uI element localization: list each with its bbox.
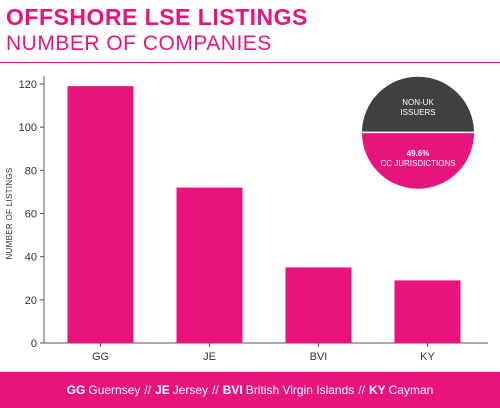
pie-label-cc-jurisdictions: CC JURISDICTIONS: [380, 159, 455, 168]
footer-separator: //: [212, 383, 219, 397]
y-tick-label: 20: [25, 295, 37, 307]
bar-je: [176, 187, 243, 343]
x-tick-label-je: JE: [203, 351, 216, 363]
y-tick-label: 120: [19, 79, 37, 91]
bar-bvi: [285, 267, 352, 343]
y-tick-label: 100: [19, 122, 37, 134]
footer-code-ky: KY: [368, 383, 386, 397]
pie-value-cc-jurisdictions: 49.6%: [407, 149, 430, 158]
x-tick-label-gg: GG: [92, 351, 109, 363]
chart-title: OFFSHORE LSE LISTINGS: [6, 4, 308, 30]
x-tick-label-ky: KY: [420, 351, 435, 363]
x-tick-label-bvi: BVI: [310, 351, 328, 363]
footer-name-ky: Cayman: [388, 383, 434, 397]
y-tick-label: 80: [25, 165, 37, 177]
footer-name-je: Jersey: [172, 383, 209, 397]
footer-code-je: JE: [155, 383, 170, 397]
pie-label-non-uk-issuers: ISSUERS: [400, 108, 435, 117]
bar-ky: [394, 280, 461, 343]
y-tick-label: 0: [31, 338, 37, 350]
pie-slice-non-uk-issuers: [362, 76, 474, 133]
footer-name-bvi: British Virgin Islands: [245, 383, 355, 397]
footer-separator: //: [144, 383, 152, 397]
chart-subtitle: NUMBER OF COMPANIES: [6, 32, 272, 55]
bar-gg: [67, 86, 134, 344]
pie-slice-cc-jurisdictions: [362, 132, 474, 189]
y-tick-label: 60: [25, 209, 37, 221]
footer-name-gg: Guernsey: [88, 383, 141, 397]
footer-separator: //: [358, 383, 365, 397]
pie-label-non-uk-issuers: NON-UK: [402, 98, 434, 107]
y-tick-label: 40: [25, 252, 37, 264]
legend-footer: GG Guernsey // JE Jersey // BVI British …: [0, 372, 500, 408]
y-axis-title: NUMBER OF LISTINGS: [5, 167, 14, 259]
footer-code-bvi: BVI: [222, 383, 243, 397]
title-divider: [0, 62, 500, 63]
footer-code-gg: GG: [66, 383, 86, 397]
